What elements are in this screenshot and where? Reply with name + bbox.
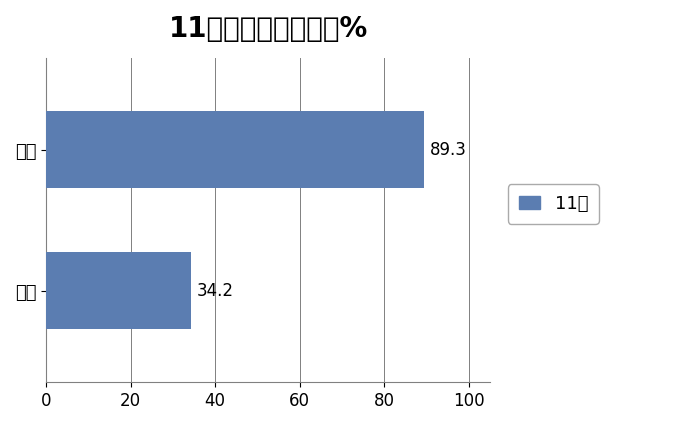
Text: 89.3: 89.3 [430, 141, 467, 159]
Legend: 11月: 11月 [508, 184, 599, 224]
Text: 34.2: 34.2 [197, 282, 234, 300]
Bar [46, 252, 190, 329]
Title: 11月换电重卡同环比%: 11月换电重卡同环比% [169, 15, 368, 43]
Bar [46, 111, 423, 188]
